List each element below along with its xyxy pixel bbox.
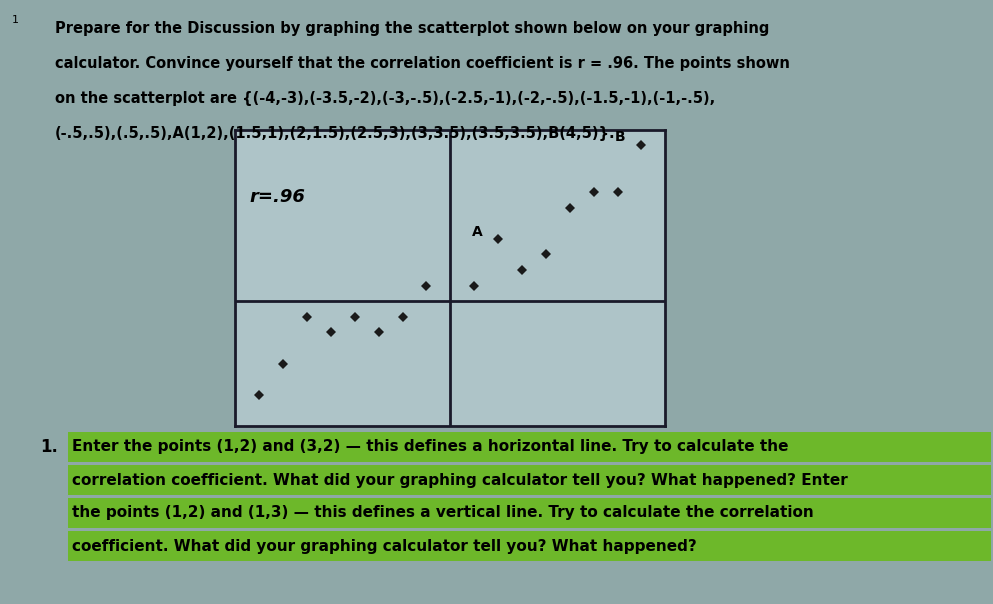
Text: Prepare for the Discussion by graphing the scatterplot shown below on your graph: Prepare for the Discussion by graphing t… <box>55 21 769 36</box>
Text: coefficient. What did your graphing calculator tell you? What happened?: coefficient. What did your graphing calc… <box>72 539 697 553</box>
Text: A: A <box>472 225 483 239</box>
Text: (-.5,.5),(.5,.5),A(1,2),(1.5,1),(2,1.5),(2.5,3),(3,3.5),(3.5,3.5),B(4,5)}.: (-.5,.5),(.5,.5),A(1,2),(1.5,1),(2,1.5),… <box>55 126 616 141</box>
Text: calculator. Convince yourself that the correlation coefficient is r = .96. The p: calculator. Convince yourself that the c… <box>55 56 789 71</box>
Text: the points (1,2) and (1,3) — this defines a vertical line. Try to calculate the : the points (1,2) and (1,3) — this define… <box>72 506 814 521</box>
Text: 1: 1 <box>12 15 19 25</box>
Text: Enter the points (1,2) and (3,2) — this defines a horizontal line. Try to calcul: Enter the points (1,2) and (3,2) — this … <box>72 440 789 454</box>
Text: 1.: 1. <box>40 438 58 456</box>
Text: B: B <box>615 130 626 144</box>
Text: on the scatterplot are {(-4,-3),(-3.5,-2),(-3,-.5),(-2.5,-1),(-2,-.5),(-1.5,-1),: on the scatterplot are {(-4,-3),(-3.5,-2… <box>55 91 715 106</box>
Text: r=.96: r=.96 <box>249 187 306 205</box>
Text: correlation coefficient. What did your graphing calculator tell you? What happen: correlation coefficient. What did your g… <box>72 472 848 487</box>
